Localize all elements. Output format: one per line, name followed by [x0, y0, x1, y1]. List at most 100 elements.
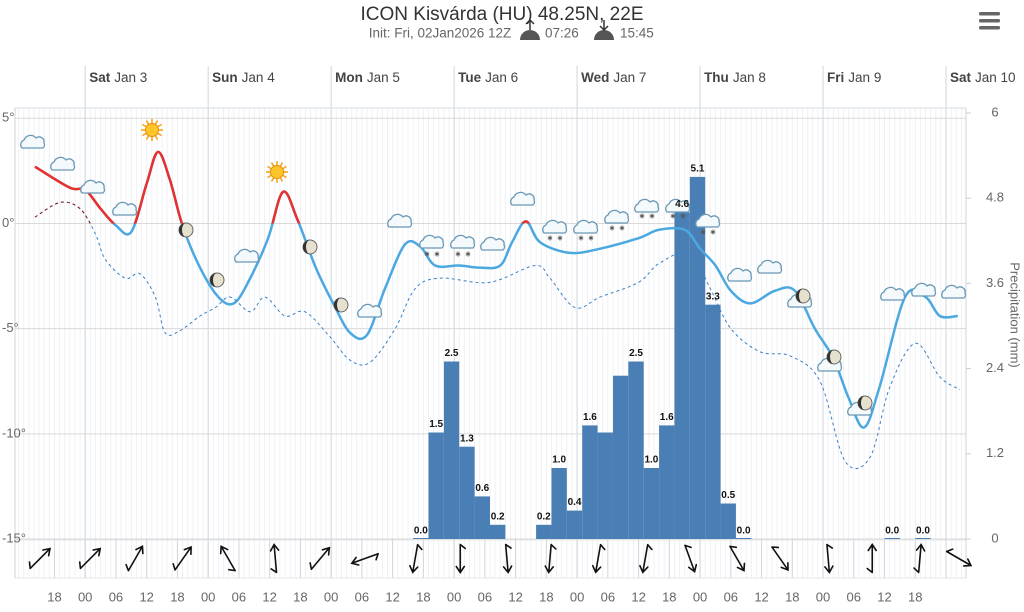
x-tick-label: 06: [355, 589, 369, 604]
day-name: Fri: [827, 70, 844, 85]
precip-bar: [612, 375, 629, 539]
x-tick-label: 06: [478, 589, 492, 604]
x-tick-label: 00: [201, 589, 215, 604]
y2-tick-label: 1.2: [986, 445, 1004, 460]
cloud-icon: [604, 209, 630, 224]
snowflake-icon: [424, 251, 430, 257]
sunrise-icon: [520, 18, 540, 40]
precip-bar: [474, 496, 490, 539]
sun-ray: [145, 120, 150, 125]
precip-bar: [915, 538, 931, 539]
wind-arrow: [172, 545, 192, 571]
cloud-shape: [880, 286, 906, 301]
day-label: Sun Jan 4: [212, 70, 275, 85]
wind-arrow: [591, 543, 606, 574]
cloud-icon: [20, 134, 46, 149]
wind-arrow: [219, 545, 236, 572]
snowflake-icon: [609, 225, 615, 231]
precip-bar: [643, 468, 660, 539]
snowflake-icon: [557, 235, 563, 241]
cloud-icon: [234, 248, 260, 263]
snowflake-icon: [465, 251, 471, 257]
precip-bar: [443, 361, 460, 539]
x-tick-label: 12: [508, 589, 522, 604]
x-tick-label: 18: [293, 589, 307, 604]
wind-arrow: [639, 543, 653, 574]
y2-tick-label: 6: [991, 104, 998, 119]
x-tick-label: 06: [847, 589, 861, 604]
sun-ray: [142, 123, 147, 128]
precip-bar: [720, 503, 736, 539]
y2-axis-title: Precipitation (mm): [1008, 262, 1023, 367]
cloud-icon: [387, 213, 413, 228]
chart-title: ICON Kisvárda (HU) 48.25N, 22E: [361, 4, 644, 25]
cloud-shape: [387, 213, 413, 228]
y-tick-label: -5°: [2, 320, 19, 335]
wind-arrow: [269, 543, 280, 574]
x-tick-label: 06: [232, 589, 246, 604]
snowflake-icon: [700, 229, 706, 235]
precip-label: 2.5: [445, 348, 459, 359]
wind-arrow: [409, 543, 423, 574]
snow-stroke: [547, 236, 553, 240]
day-label: Tue Jan 6: [458, 70, 518, 85]
cloud-icon: [450, 234, 476, 249]
snow-stroke: [578, 236, 584, 240]
day-date: Jan 4: [242, 70, 276, 85]
x-tick-label: 12: [262, 589, 276, 604]
snowflake-icon: [649, 213, 655, 219]
moon-icon: [857, 395, 873, 411]
wind-arrow: [866, 543, 878, 574]
cloud-icon: [941, 284, 967, 299]
icons-layer: [20, 119, 973, 574]
sun-ray: [154, 135, 159, 140]
precip-label: 0.2: [537, 511, 551, 522]
day-date: Jan 6: [485, 70, 518, 85]
cloud-shape: [234, 248, 260, 263]
wind-arrow: [824, 543, 834, 574]
sun-ray: [279, 162, 284, 167]
snow-stroke: [700, 230, 706, 234]
line-series: [34, 201, 961, 470]
lines-layer: [34, 150, 961, 470]
wind-arrow: [771, 546, 789, 572]
x-tick-label: 12: [754, 589, 768, 604]
cloud-icon: [542, 219, 568, 234]
x-tick-label: 00: [324, 589, 338, 604]
snow-stroke: [557, 236, 563, 240]
moon-shadow: [179, 223, 186, 237]
cloud-icon: [50, 156, 76, 171]
sun-ray: [270, 162, 275, 167]
snow-stroke: [680, 214, 686, 218]
precip-bar: [459, 446, 475, 539]
moon-icon: [795, 288, 811, 304]
sun-ray: [267, 165, 272, 170]
precip-label: 4.6: [675, 199, 689, 210]
cloud-shape: [727, 267, 753, 282]
cloud-icon: [665, 198, 691, 213]
wind-arrow: [309, 546, 331, 571]
precip-label: 0.4: [568, 497, 582, 508]
moon-shadow: [858, 396, 865, 410]
snow-stroke: [609, 226, 615, 230]
precip-bar: [674, 212, 690, 539]
moon-icon: [826, 349, 842, 365]
cloud-icon: [880, 286, 906, 301]
snow-stroke: [639, 214, 645, 218]
wind-arrow: [502, 543, 513, 574]
menu-button[interactable]: [979, 12, 1000, 30]
cloud-shape: [911, 282, 937, 297]
cloud-icon: [510, 191, 536, 206]
precip-bar: [551, 468, 567, 539]
precip-bar: [659, 425, 675, 539]
precip-bar: [566, 510, 583, 539]
precip-label: 1.0: [644, 455, 658, 466]
wind-arrow: [729, 545, 746, 572]
wind-arrow: [125, 545, 144, 572]
y2-tick-label: 3.6: [986, 275, 1004, 290]
day-label: Thu Jan 8: [704, 70, 766, 85]
x-tick-label: 18: [785, 589, 799, 604]
wind-arrow: [913, 543, 926, 574]
x-tick-label: 00: [693, 589, 707, 604]
day-label: Wed Jan 7: [581, 70, 646, 85]
